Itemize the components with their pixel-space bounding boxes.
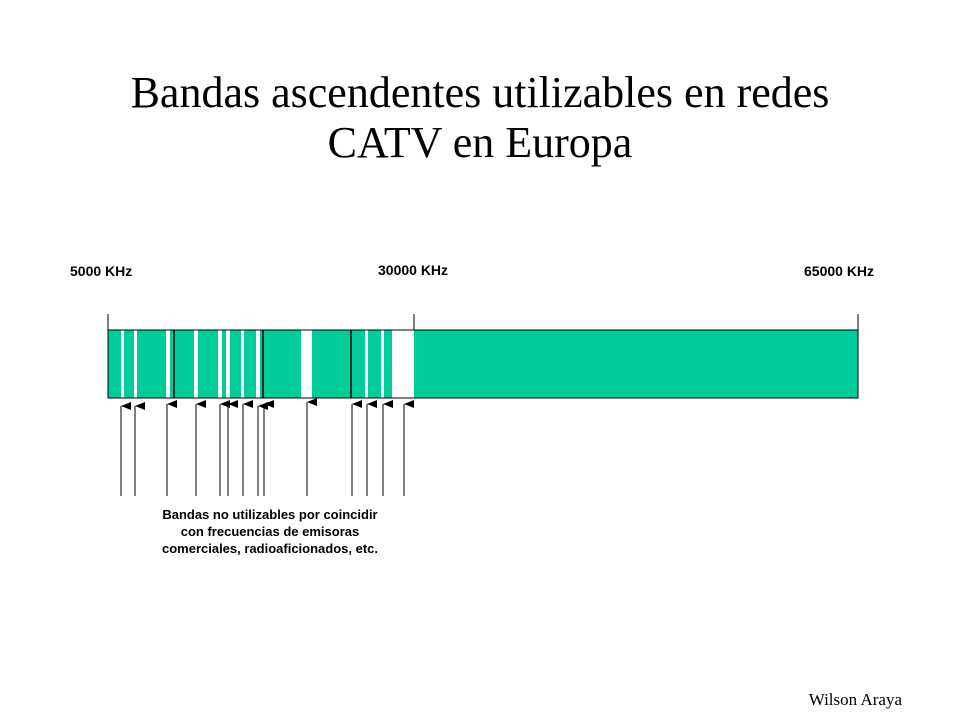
excluded-slots	[121, 330, 414, 398]
label-end-frequency: 65000 KHz	[804, 263, 875, 279]
excluded-slot	[365, 330, 368, 398]
title-line-1: Bandas ascendentes utilizables en redes	[130, 68, 830, 117]
excluded-slot	[166, 330, 170, 398]
scale-ticks	[107, 314, 859, 330]
label-mid-frequency: 30000 KHz	[378, 262, 449, 278]
excluded-slot	[194, 330, 198, 398]
excluded-band-arrows	[120, 398, 414, 496]
excluded-slot	[134, 330, 137, 398]
label-start-frequency: 5000 KHz	[70, 263, 133, 279]
excluded-slot	[226, 330, 230, 398]
excluded-slot	[218, 330, 222, 398]
excluded-slot	[241, 330, 244, 398]
note-line-1: Bandas no utilizables por coincidir	[162, 507, 378, 522]
note-line-3: comerciales, radioaficionados, etc.	[161, 541, 379, 556]
excluded-slot	[381, 330, 384, 398]
excluded-slot	[301, 330, 312, 398]
band-bar-outline	[107, 329, 859, 399]
usable-band-bar	[108, 330, 858, 398]
note-line-2: con frecuencias de emisoras	[180, 524, 360, 539]
excluded-slot	[121, 330, 124, 398]
slide-title: Bandas ascendentes utilizables en redes …	[0, 68, 960, 168]
band-separators	[173, 330, 352, 398]
excluded-slot	[392, 330, 414, 398]
excluded-slot	[256, 330, 260, 398]
author-credit: Wilson Araya	[808, 690, 902, 709]
excluded-bands-note: Bandas no utilizables por coincidir con …	[120, 506, 420, 557]
title-line-2: CATV en Europa	[327, 118, 633, 167]
